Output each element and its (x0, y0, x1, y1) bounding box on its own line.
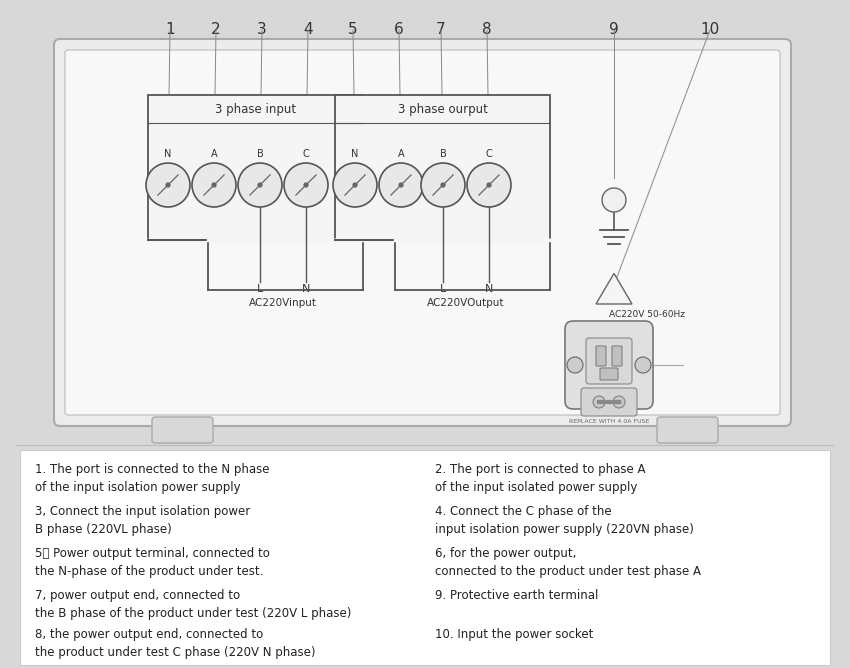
Text: of the input isolated power supply: of the input isolated power supply (435, 481, 638, 494)
Text: 6: 6 (394, 22, 404, 37)
Circle shape (567, 357, 583, 373)
Text: N: N (484, 284, 493, 294)
Text: AC220VOutput: AC220VOutput (428, 298, 505, 308)
Text: AC220V 50-60Hz: AC220V 50-60Hz (609, 310, 685, 319)
Circle shape (258, 182, 263, 188)
Text: C: C (485, 149, 492, 159)
Text: 8, the power output end, connected to: 8, the power output end, connected to (35, 628, 264, 641)
Text: 4. Connect the C phase of the: 4. Connect the C phase of the (435, 505, 612, 518)
Circle shape (166, 182, 171, 188)
Text: A: A (211, 149, 218, 159)
Text: 5、 Power output terminal, connected to: 5、 Power output terminal, connected to (35, 547, 269, 560)
Circle shape (146, 163, 190, 207)
Bar (335, 95, 550, 240)
Circle shape (421, 163, 465, 207)
Text: 8: 8 (482, 22, 492, 37)
Circle shape (635, 357, 651, 373)
FancyBboxPatch shape (65, 50, 780, 415)
FancyBboxPatch shape (54, 39, 791, 426)
Circle shape (238, 163, 282, 207)
Text: B: B (439, 149, 446, 159)
Text: 3 phase input: 3 phase input (215, 102, 296, 116)
FancyBboxPatch shape (600, 368, 618, 380)
Text: C: C (303, 149, 309, 159)
Text: 2. The port is connected to phase A: 2. The port is connected to phase A (435, 463, 645, 476)
Circle shape (399, 182, 404, 188)
Text: 5: 5 (348, 22, 358, 37)
Circle shape (486, 182, 491, 188)
Text: 4: 4 (303, 22, 313, 37)
Text: AC220Vinput: AC220Vinput (249, 298, 317, 308)
Text: the B phase of the product under test (220V L phase): the B phase of the product under test (2… (35, 607, 351, 620)
FancyBboxPatch shape (20, 450, 830, 665)
FancyBboxPatch shape (581, 388, 637, 416)
Text: N: N (164, 149, 172, 159)
Circle shape (602, 188, 626, 212)
Circle shape (379, 163, 423, 207)
Text: A: A (398, 149, 405, 159)
FancyBboxPatch shape (152, 417, 213, 443)
Circle shape (467, 163, 511, 207)
FancyBboxPatch shape (596, 346, 606, 366)
Text: REPLACE WITH 4.0A FUSE: REPLACE WITH 4.0A FUSE (569, 419, 649, 424)
Text: 3, Connect the input isolation power: 3, Connect the input isolation power (35, 505, 250, 518)
FancyBboxPatch shape (586, 338, 632, 384)
Text: 10. Input the power socket: 10. Input the power socket (435, 628, 593, 641)
Text: B phase (220VL phase): B phase (220VL phase) (35, 523, 172, 536)
Text: L: L (257, 284, 264, 294)
Circle shape (303, 182, 309, 188)
Text: 3 phase ourput: 3 phase ourput (398, 102, 487, 116)
Text: input isolation power supply (220VN phase): input isolation power supply (220VN phas… (435, 523, 694, 536)
Text: 1: 1 (165, 22, 175, 37)
Circle shape (440, 182, 445, 188)
FancyBboxPatch shape (657, 417, 718, 443)
Circle shape (212, 182, 217, 188)
Text: 9. Protective earth terminal: 9. Protective earth terminal (435, 589, 598, 602)
Text: 6, for the power output,: 6, for the power output, (435, 547, 576, 560)
Text: 9: 9 (609, 22, 619, 37)
Text: of the input isolation power supply: of the input isolation power supply (35, 481, 241, 494)
Text: B: B (257, 149, 264, 159)
Circle shape (353, 182, 358, 188)
Text: 7: 7 (436, 22, 445, 37)
Text: 10: 10 (700, 22, 720, 37)
Circle shape (192, 163, 236, 207)
Text: 1. The port is connected to the N phase: 1. The port is connected to the N phase (35, 463, 269, 476)
Text: N: N (302, 284, 310, 294)
Text: 3: 3 (257, 22, 267, 37)
Text: connected to the product under test phase A: connected to the product under test phas… (435, 565, 701, 578)
Circle shape (284, 163, 328, 207)
Polygon shape (596, 273, 632, 304)
Text: L: L (439, 284, 446, 294)
Circle shape (593, 396, 605, 408)
Text: !: ! (611, 291, 617, 303)
Text: the N-phase of the product under test.: the N-phase of the product under test. (35, 565, 264, 578)
Text: the product under test C phase (220V N phase): the product under test C phase (220V N p… (35, 646, 315, 659)
Circle shape (333, 163, 377, 207)
FancyBboxPatch shape (612, 346, 622, 366)
Text: N: N (351, 149, 359, 159)
FancyBboxPatch shape (565, 321, 653, 409)
Text: 7, power output end, connected to: 7, power output end, connected to (35, 589, 240, 602)
Text: 2: 2 (211, 22, 221, 37)
Circle shape (613, 396, 625, 408)
Bar (148, 95, 363, 240)
